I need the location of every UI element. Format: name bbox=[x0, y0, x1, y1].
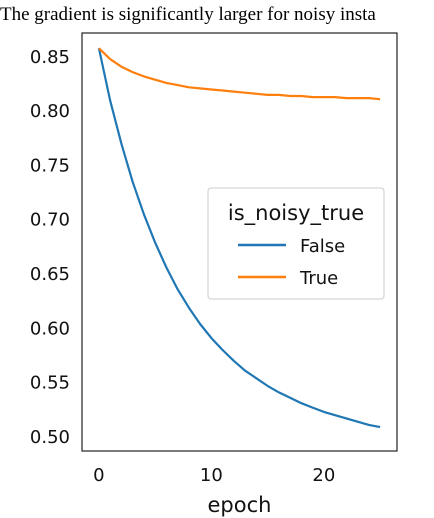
y-tick-label: 0.75 bbox=[30, 155, 70, 176]
x-tick-label: 10 bbox=[200, 465, 223, 486]
x-axis-label: epoch bbox=[208, 493, 272, 517]
y-tick-label: 0.80 bbox=[30, 101, 70, 122]
y-tick-label: 0.65 bbox=[30, 264, 70, 285]
y-tick-labels: 0.50 0.55 0.60 0.65 0.70 0.75 0.80 0.85 bbox=[30, 47, 70, 448]
legend-label-false: False bbox=[300, 236, 345, 257]
series-lines bbox=[97, 47, 381, 429]
y-tick-label: 0.70 bbox=[30, 210, 70, 231]
x-tick-label: 20 bbox=[312, 465, 335, 486]
y-tick-label: 0.85 bbox=[30, 47, 70, 68]
legend: is_noisy_true False True bbox=[207, 187, 385, 300]
plot-area-frame bbox=[81, 32, 398, 452]
legend-title: is_noisy_true bbox=[228, 201, 364, 226]
x-tick-label: 0 bbox=[93, 465, 104, 486]
series-line-false bbox=[97, 47, 381, 429]
y-tick-label: 0.55 bbox=[30, 373, 70, 394]
series-line-true bbox=[98, 47, 381, 101]
figure-caption: The gradient is significantly larger for… bbox=[0, 4, 376, 25]
legend-label-true: True bbox=[299, 268, 338, 289]
legend-box bbox=[207, 187, 385, 300]
x-tick-labels: 0 10 20 bbox=[93, 465, 335, 486]
y-tick-label: 0.60 bbox=[30, 318, 70, 339]
y-tick-label: 0.50 bbox=[30, 427, 70, 448]
